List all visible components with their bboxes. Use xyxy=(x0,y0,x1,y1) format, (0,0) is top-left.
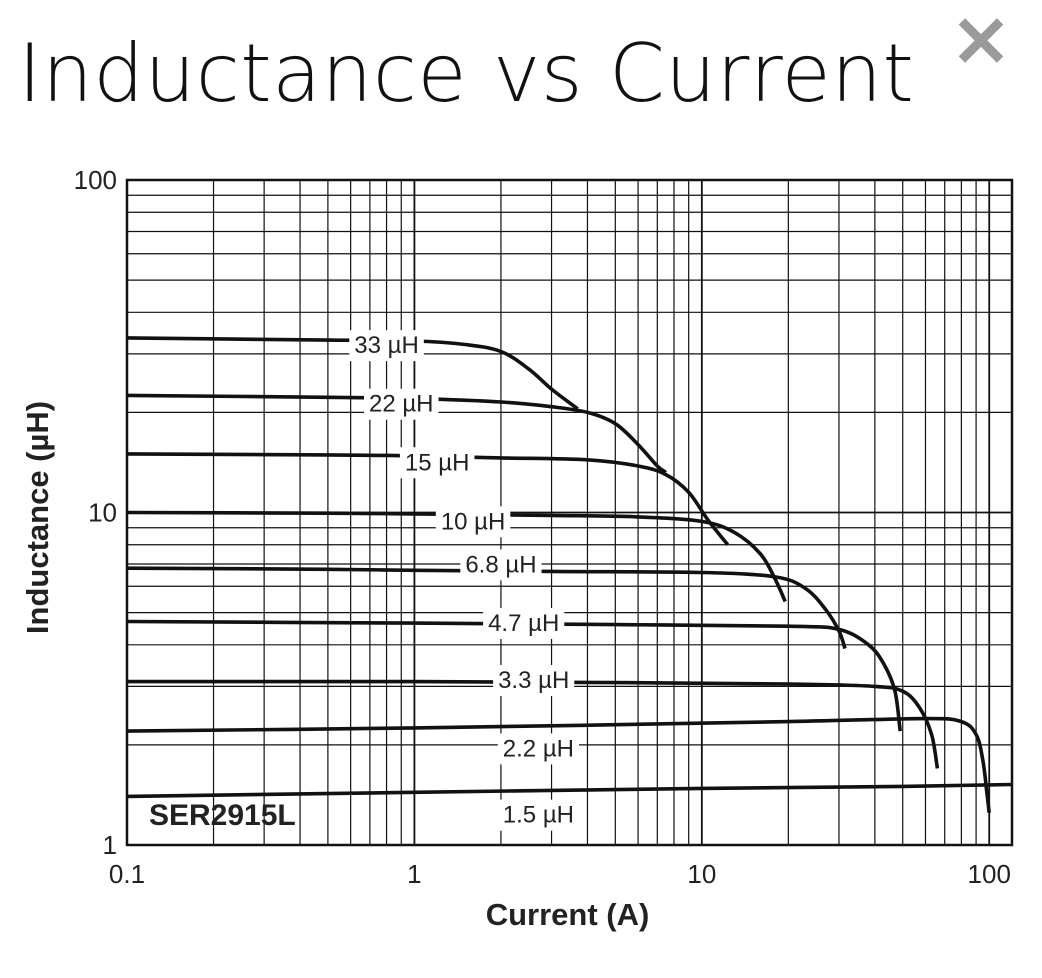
x-tick-label: 100 xyxy=(968,859,1011,889)
series-label: 33 µH xyxy=(354,332,419,359)
series-label: 2.2 µH xyxy=(503,735,574,762)
x-axis-title: Current (A) xyxy=(486,897,650,932)
series-curve xyxy=(126,716,991,813)
series-curve xyxy=(126,679,940,769)
series-label-bg xyxy=(435,506,511,538)
y-tick-label: 100 xyxy=(74,165,117,195)
series-label-group: 6.8 µH xyxy=(460,549,542,581)
series-label-bg xyxy=(349,330,424,362)
series-label-group: 33 µH xyxy=(349,330,424,362)
series-curve xyxy=(126,566,847,650)
page-title: Inductance vs Current xyxy=(18,27,915,120)
series-label-group: 22 µH xyxy=(363,388,439,420)
series-label: 6.8 µH xyxy=(465,551,536,578)
series-curve xyxy=(126,452,730,546)
series-label: 10 µH xyxy=(441,508,506,535)
series-label-group: 1.5 µH xyxy=(497,799,579,831)
series-label-bg xyxy=(493,664,575,696)
series-curve xyxy=(126,336,579,411)
series-curves xyxy=(126,336,1013,813)
series-curve xyxy=(126,393,668,474)
series-label-bg xyxy=(483,607,565,639)
series-curve xyxy=(126,782,1013,799)
x-tick-label: 10 xyxy=(687,859,716,889)
series-label-group: 3.3 µH xyxy=(493,664,575,696)
series-label: 22 µH xyxy=(369,391,434,418)
series-curve xyxy=(126,510,787,603)
series-label-bg xyxy=(460,549,542,581)
series-label-group: 2.2 µH xyxy=(497,733,579,765)
series-label-group: 4.7 µH xyxy=(483,607,565,639)
y-tick-label: 1 xyxy=(103,830,117,860)
x-tick-label: 1 xyxy=(407,859,421,889)
series-label-bg xyxy=(363,388,439,420)
y-tick-label: 10 xyxy=(88,498,117,528)
series-label-group: 10 µH xyxy=(435,506,511,538)
plot-frame xyxy=(125,178,1014,847)
series-curve xyxy=(126,619,902,732)
series-label-bg xyxy=(399,447,475,479)
series-label: 4.7 µH xyxy=(488,610,559,637)
series-label: 1.5 µH xyxy=(503,802,574,829)
series-label: 15 µH xyxy=(405,449,470,476)
y-axis-title: Inductance (µH) xyxy=(20,401,55,634)
series-label-bg xyxy=(497,799,579,831)
series-label-group: 15 µH xyxy=(399,447,475,479)
model-label: SER2915L xyxy=(149,799,296,832)
series-label: 3.3 µH xyxy=(498,667,569,694)
series-labels: 33 µH 22 µH 15 µH 10 µH 6.8 µH 4.7 µH 3.3 µH 2.… xyxy=(349,330,579,831)
series-label-bg xyxy=(497,733,579,765)
x-tick-label: 0.1 xyxy=(109,859,145,889)
